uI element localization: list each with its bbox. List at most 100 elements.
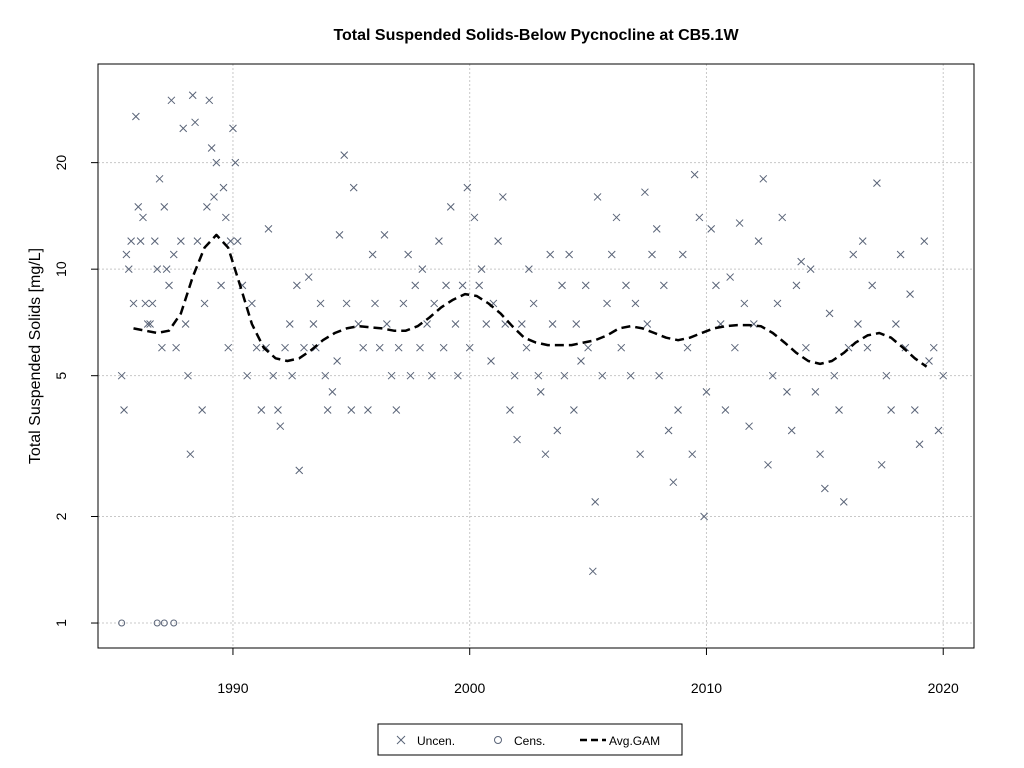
x-tick-label: 1990 <box>217 680 248 696</box>
uncensored-point <box>721 406 730 414</box>
uncensored-point <box>139 213 147 222</box>
uncensored-point <box>394 343 403 352</box>
uncensored-point <box>122 250 131 259</box>
uncensored-point <box>134 202 143 211</box>
x-tick-label: 2010 <box>691 680 722 696</box>
uncensored-point <box>257 406 266 414</box>
plot-frame <box>97 63 975 649</box>
uncensored-point <box>153 265 162 274</box>
uncensored-point <box>835 406 843 414</box>
uncensored-point <box>735 219 744 227</box>
uncensored-point <box>517 320 526 328</box>
uncensored-point <box>335 231 344 239</box>
uncensored-point <box>887 406 895 414</box>
uncensored-point <box>816 450 824 459</box>
uncensored-point <box>392 406 401 414</box>
legend-label-cens: Cens. <box>514 734 545 748</box>
uncensored-point <box>607 250 616 259</box>
uncensored-point <box>155 174 164 183</box>
uncensored-point <box>371 299 379 308</box>
uncensored-point <box>820 484 829 493</box>
uncensored-point <box>295 466 304 475</box>
uncensored-point <box>380 231 389 239</box>
uncensored-point <box>929 343 938 352</box>
uncensored-point <box>740 299 749 308</box>
uncensored-point <box>454 371 462 380</box>
chart-title: Total Suspended Solids-Below Pycnocline … <box>333 27 739 44</box>
uncensored-point <box>882 371 891 380</box>
legend-marker-uncen <box>396 735 406 745</box>
uncensored-point <box>411 281 420 290</box>
y-tick-label: 1 <box>53 619 69 627</box>
uncensored-point <box>570 406 578 414</box>
uncensored-point <box>117 371 126 380</box>
uncensored-point <box>591 498 600 506</box>
uncensored-point <box>382 320 391 328</box>
uncensored-point <box>802 343 810 352</box>
uncensored-point <box>285 320 294 328</box>
uncensored-point <box>148 299 157 308</box>
uncensored-point <box>177 237 185 245</box>
uncensored-point <box>934 426 943 435</box>
uncensored-point <box>404 250 413 259</box>
uncensored-point <box>446 202 455 211</box>
y-tick-label: 10 <box>53 261 69 277</box>
uncensored-point <box>849 250 858 259</box>
uncensored-point <box>854 320 862 328</box>
uncensored-point <box>482 320 491 328</box>
uncensored-point <box>129 299 138 308</box>
uncensored-point <box>534 371 543 380</box>
uncensored-point <box>499 193 507 201</box>
uncensored-point <box>463 183 472 192</box>
uncensored-point <box>203 202 211 211</box>
uncensored-point <box>707 224 716 233</box>
uncensored-point <box>768 371 777 380</box>
uncensored-point <box>548 320 557 328</box>
uncensored-point <box>477 265 486 274</box>
legend: Uncen. Cens. Avg.GAM <box>377 723 683 756</box>
uncensored-point <box>165 281 173 290</box>
uncensored-point <box>910 406 919 414</box>
uncensored-point <box>162 265 171 274</box>
uncensored-point <box>375 343 384 352</box>
uncensored-point <box>712 281 720 290</box>
uncensored-point <box>773 299 782 308</box>
uncensored-point <box>169 250 178 259</box>
uncensored-point <box>558 281 566 290</box>
uncensored-point <box>439 343 448 352</box>
uncensored-point <box>641 188 649 197</box>
uncensored-point <box>622 281 630 290</box>
uncensored-point <box>858 237 867 245</box>
uncensored-point <box>873 179 881 188</box>
uncensored-point <box>158 343 166 352</box>
censored-point <box>118 619 126 627</box>
uncensored-point <box>525 265 533 274</box>
y-tick-label: 20 <box>53 155 69 171</box>
uncensored-point <box>309 320 318 328</box>
uncensored-point <box>806 265 815 274</box>
uncensored-point <box>172 343 180 352</box>
legend-marker-cens <box>494 736 502 744</box>
uncensored-point <box>406 371 415 380</box>
uncensored-point <box>553 426 562 435</box>
uncensored-point <box>690 170 699 179</box>
uncensored-point <box>787 426 796 435</box>
grid-lines <box>98 64 974 648</box>
uncensored-point <box>276 422 285 431</box>
uncensored-point <box>868 281 877 290</box>
uncensored-point <box>560 371 569 380</box>
uncensored-point <box>359 343 368 352</box>
uncensored-point <box>901 343 910 352</box>
uncensored-point <box>167 96 176 105</box>
uncensored-point <box>442 281 450 290</box>
uncensored-point <box>877 460 886 469</box>
uncensored-point <box>702 388 711 396</box>
uncensored-point <box>150 237 159 245</box>
uncensored-point <box>224 343 233 352</box>
uncensored-point <box>217 281 225 290</box>
uncensored-point <box>612 213 621 222</box>
uncensored-point <box>416 343 424 352</box>
censored-point <box>153 619 161 627</box>
